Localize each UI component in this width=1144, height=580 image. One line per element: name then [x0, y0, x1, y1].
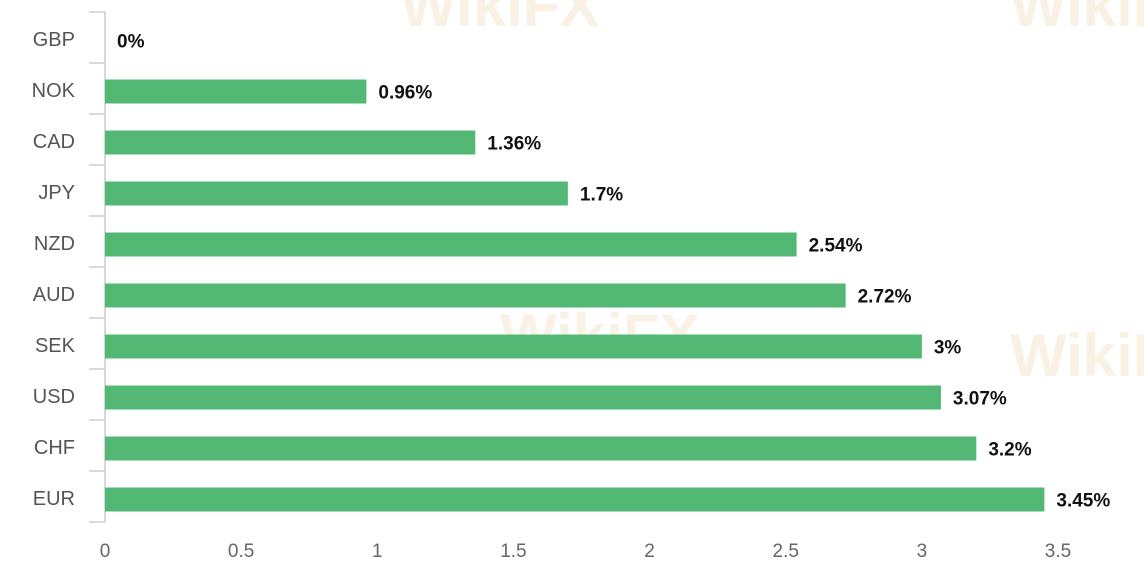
y-tick-label: NZD: [34, 233, 75, 255]
watermark: WikiFX: [1010, 322, 1144, 389]
y-tick-label: GBP: [33, 29, 75, 51]
x-tick-label: 3.5: [1045, 541, 1071, 562]
value-label: 1.36%: [487, 134, 541, 155]
bar: [105, 487, 1045, 512]
x-tick-label: 1: [372, 541, 383, 562]
bar: [105, 130, 476, 155]
value-label: 1.7%: [580, 185, 623, 206]
bar: [105, 385, 941, 410]
value-label: 2.54%: [809, 236, 863, 257]
y-tick-label: CAD: [33, 131, 75, 153]
y-tick-label: AUD: [33, 284, 75, 306]
x-tick-label: 0.5: [228, 541, 254, 562]
y-tick-label: CHF: [34, 437, 75, 459]
y-tick-label: USD: [33, 386, 75, 408]
bar: [105, 232, 797, 257]
value-label: 0%: [117, 32, 145, 53]
x-tick-label: 2.5: [773, 541, 799, 562]
value-label: 3.45%: [1056, 491, 1110, 512]
watermark: WikiFX: [1010, 0, 1144, 39]
x-tick-label: 1.5: [500, 541, 526, 562]
y-tick-label: JPY: [38, 182, 75, 204]
watermark: WikiFX: [400, 0, 599, 39]
value-label: 3.2%: [988, 440, 1031, 461]
x-tick-label: 2: [644, 541, 655, 562]
value-label: 2.72%: [858, 287, 912, 308]
value-label: 3.07%: [953, 389, 1007, 410]
bar: [105, 334, 922, 359]
bar: [105, 79, 367, 104]
y-tick-label: EUR: [33, 488, 75, 510]
bar: [105, 436, 977, 461]
bar: [105, 181, 568, 206]
value-label: 3%: [934, 338, 962, 359]
x-tick-label: 3: [917, 541, 928, 562]
y-tick-label: SEK: [35, 335, 76, 357]
x-tick-label: 0: [100, 541, 111, 562]
value-label: 0.96%: [378, 83, 432, 104]
y-tick-label: NOK: [32, 80, 76, 102]
bar: [105, 283, 846, 308]
